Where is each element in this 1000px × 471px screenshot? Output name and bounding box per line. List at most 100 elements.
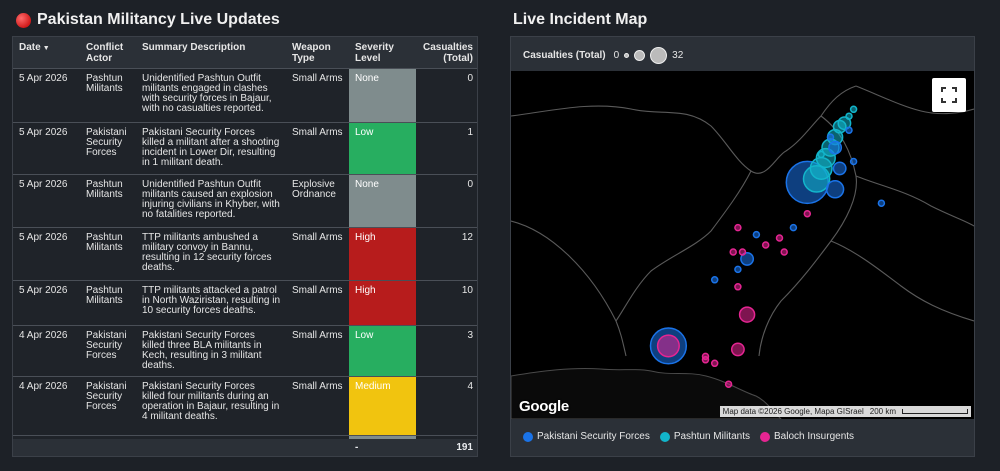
cell-weapon: Small Arms: [286, 325, 349, 377]
cell-casualties: 0: [416, 174, 477, 228]
legend-item[interactable]: Baloch Insurgents: [759, 431, 855, 442]
incident-marker[interactable]: [701, 356, 710, 364]
map-attribution[interactable]: Map data ©2026 Google, Mapa GISrael 200 …: [719, 406, 971, 417]
legend-item[interactable]: Pakistani Security Forces: [523, 431, 650, 442]
incident-marker[interactable]: [849, 105, 858, 114]
incident-marker[interactable]: [710, 359, 719, 368]
map-panel: Casualties (Total) 0 32: [510, 36, 975, 457]
legend-label: Baloch Insurgents: [773, 431, 855, 442]
header-casualties[interactable]: Casualties (Total): [416, 37, 477, 69]
incident-marker[interactable]: [803, 209, 812, 218]
cell-summary: Pakistani Security Forces killed three B…: [136, 325, 286, 377]
live-indicator-icon: [16, 12, 31, 28]
incident-marker[interactable]: [738, 306, 756, 323]
incident-map[interactable]: Google Map data ©2026 Google, Mapa GISra…: [511, 71, 974, 419]
size-legend-min: 0: [613, 50, 620, 61]
legend-label: Pashtun Militants: [673, 431, 750, 442]
legend-item[interactable]: Pashtun Militants: [659, 431, 750, 442]
incident-marker[interactable]: [761, 241, 770, 249]
incident-marker[interactable]: [738, 248, 747, 256]
cell-weapon: Explosive Ordnance: [286, 174, 349, 228]
cell-summary: Pakistani Security Forces killed four mi…: [136, 376, 286, 436]
header-summary[interactable]: Summary Description: [136, 37, 286, 69]
table-header-row: Date ▼ Conflict Actor Summary Description…: [13, 37, 477, 69]
header-date[interactable]: Date ▼: [13, 37, 80, 69]
header-weapon[interactable]: Weapon Type: [286, 37, 349, 69]
incident-marker[interactable]: [656, 334, 680, 358]
incident-marker[interactable]: [730, 342, 745, 357]
incident-marker[interactable]: [845, 112, 853, 120]
incident-marker[interactable]: [845, 126, 853, 134]
header-severity[interactable]: Severity Level: [349, 37, 416, 69]
cell-severity: None: [349, 174, 416, 228]
cell-summary: TTP militants attacked a patrol in North…: [136, 280, 286, 326]
incident-marker[interactable]: [832, 161, 847, 176]
incident-marker[interactable]: [752, 230, 761, 239]
incident-marker[interactable]: [817, 150, 825, 159]
table-row[interactable]: 5 Apr 2026 Pakistani Security Forces Pakis…: [13, 122, 477, 175]
incident-marker[interactable]: [734, 265, 742, 274]
header-actor[interactable]: Conflict Actor: [80, 37, 136, 69]
incident-markers[interactable]: [649, 105, 886, 388]
table-total-row: - 191: [13, 439, 477, 456]
incident-marker[interactable]: [789, 223, 798, 232]
cell-casualties: 4: [416, 376, 477, 436]
incident-marker[interactable]: [740, 251, 755, 266]
scale-label: 200 km: [869, 407, 896, 416]
cell-actor: Pakistani Security Forces: [80, 122, 136, 175]
sort-desc-icon[interactable]: ▼: [42, 45, 50, 52]
incident-marker[interactable]: [780, 248, 788, 256]
table-row[interactable]: 4 Apr 2026 Pakistani Security Forces Pakis…: [13, 376, 477, 436]
map-canvas[interactable]: [511, 71, 974, 419]
size-legend-scale: 0 32: [613, 47, 683, 64]
incident-marker[interactable]: [828, 140, 843, 155]
incident-marker[interactable]: [837, 116, 852, 131]
legend-dot-icon: [759, 431, 770, 442]
cell-summary: TTP militants ambushed a military convoy…: [136, 227, 286, 281]
cell-weapon: Small Arms: [286, 68, 349, 123]
cell-weapon: Small Arms: [286, 280, 349, 326]
cell-date: 5 Apr 2026: [13, 174, 80, 228]
cell-casualties: 0: [416, 68, 477, 123]
cell-actor: Pashtun Militants: [80, 227, 136, 281]
cell-date: 4 Apr 2026: [13, 325, 80, 377]
incident-marker[interactable]: [775, 234, 784, 242]
incident-marker[interactable]: [729, 248, 737, 256]
table-row[interactable]: 4 Apr 2026 Pakistani Security Forces Pakis…: [13, 325, 477, 377]
border-iran: [511, 220, 627, 357]
footer-casualties-total: 191: [416, 439, 477, 456]
table-row[interactable]: 5 Apr 2026 Pashtun Militants TTP militants…: [13, 227, 477, 281]
cell-weapon: Small Arms: [286, 227, 349, 281]
incident-marker[interactable]: [710, 276, 719, 284]
cell-casualties: 10: [416, 280, 477, 326]
border-indian-states: [855, 175, 974, 227]
cell-actor: Pashtun Militants: [80, 174, 136, 228]
cell-casualties: 12: [416, 227, 477, 281]
scale-bar: [902, 409, 968, 414]
border-balochistan: [615, 170, 752, 322]
cell-summary: Unidentified Pashtun Outfit militants ca…: [136, 174, 286, 228]
arabian-sea: [511, 367, 782, 419]
incident-marker[interactable]: [734, 283, 742, 291]
cell-actor: Pakistani Security Forces: [80, 376, 136, 436]
incidents-table-panel[interactable]: Date ▼ Conflict Actor Summary Description…: [12, 36, 478, 457]
footer-severity: -: [349, 439, 416, 456]
border-rajasthan: [830, 240, 974, 322]
fullscreen-button[interactable]: [932, 78, 966, 112]
incident-marker[interactable]: [724, 380, 733, 388]
incident-marker[interactable]: [825, 180, 845, 199]
incident-marker[interactable]: [849, 157, 858, 166]
table-row[interactable]: 5 Apr 2026 Pashtun Militants Unidentified …: [13, 68, 477, 123]
size-large-circle-icon: [650, 47, 668, 64]
incident-marker[interactable]: [877, 199, 886, 207]
table-footer: - 191: [13, 439, 477, 456]
google-logo[interactable]: Google: [519, 398, 569, 415]
incident-marker[interactable]: [734, 223, 742, 232]
table-row[interactable]: 5 Apr 2026 Pashtun Militants TTP militants…: [13, 280, 477, 326]
table-row[interactable]: 5 Apr 2026 Pashtun Militants Unidentified …: [13, 174, 477, 228]
incident-marker[interactable]: [826, 133, 835, 141]
cell-casualties: 3: [416, 325, 477, 377]
legend-dot-icon: [659, 431, 670, 442]
cell-date: 4 Apr 2026: [13, 376, 80, 436]
legend-dot-icon: [523, 431, 533, 442]
